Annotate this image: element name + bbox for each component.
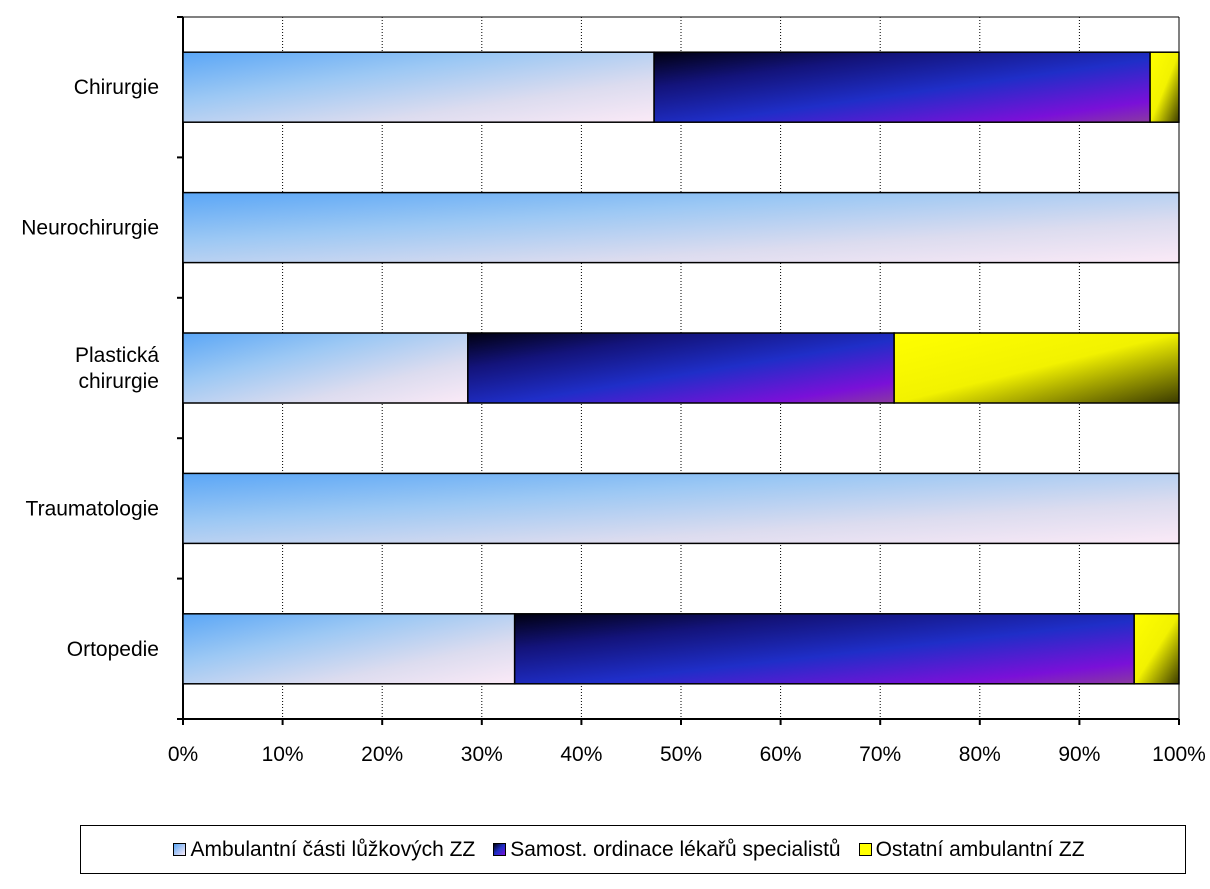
axes xyxy=(177,16,1180,725)
bar-samost-ordinace xyxy=(653,51,1151,123)
legend-item-ostatni: Ostatní ambulantní ZZ xyxy=(858,837,1085,862)
x-tick-label: 50% xyxy=(660,743,702,766)
x-tick-label: 20% xyxy=(361,743,403,766)
legend-swatch-samost-ordinace xyxy=(493,843,507,856)
legend: Ambulantní části lůžkových ZZ Samost. or… xyxy=(80,825,1186,874)
y-category-label: Ortopedie xyxy=(67,638,159,661)
bar-ambulantni xyxy=(182,332,469,404)
legend-item-ambulantni: Ambulantní části lůžkových ZZ xyxy=(173,838,475,862)
legend-swatch-ambulantni xyxy=(173,843,187,856)
legend-swatch-ostatni xyxy=(858,843,872,856)
labels: 0% 10% 20% 30% 40% 50% 60% 70% 80% 90% 100% Chirurg… xyxy=(21,76,1206,766)
bar-ambulantni xyxy=(182,191,1180,264)
x-tick-label: 0% xyxy=(168,743,198,766)
bars xyxy=(182,51,1180,685)
x-tick-label: 30% xyxy=(461,743,503,766)
legend-label-ostatni: Ostatní ambulantní ZZ xyxy=(875,837,1085,861)
bar-ambulantni xyxy=(182,472,1180,545)
x-tick-label: 80% xyxy=(959,743,1001,766)
bar-ambulantni xyxy=(182,51,655,123)
legend-label-ambulantni: Ambulantní části lůžkových ZZ xyxy=(190,837,476,861)
x-tick-label: 60% xyxy=(760,743,802,766)
legend-label-samost-ordinace: Samost. ordinace lékařů specialistů xyxy=(510,837,841,861)
x-tick-label: 40% xyxy=(560,743,602,766)
x-tick-label: 70% xyxy=(859,743,901,766)
bar-ambulantni xyxy=(182,613,516,685)
x-tick-label: 10% xyxy=(262,743,304,766)
bar-ostatni xyxy=(1133,613,1180,685)
y-category-label: Plastická chirurgie xyxy=(75,344,159,393)
legend-item-samost-ordinace: Samost. ordinace lékařů specialistů xyxy=(493,837,841,862)
x-tick-label: 90% xyxy=(1058,743,1100,766)
y-category-label: Neurochirurgie xyxy=(21,217,159,240)
bar-ostatni xyxy=(893,332,1180,404)
y-category-label: Traumatologie xyxy=(26,497,159,520)
bar-samost-ordinace xyxy=(467,332,895,404)
bar-ostatni xyxy=(1149,51,1180,123)
x-tick-label: 100% xyxy=(1152,743,1206,766)
y-category-label: Chirurgie xyxy=(74,76,159,99)
bar-samost-ordinace xyxy=(513,613,1135,685)
